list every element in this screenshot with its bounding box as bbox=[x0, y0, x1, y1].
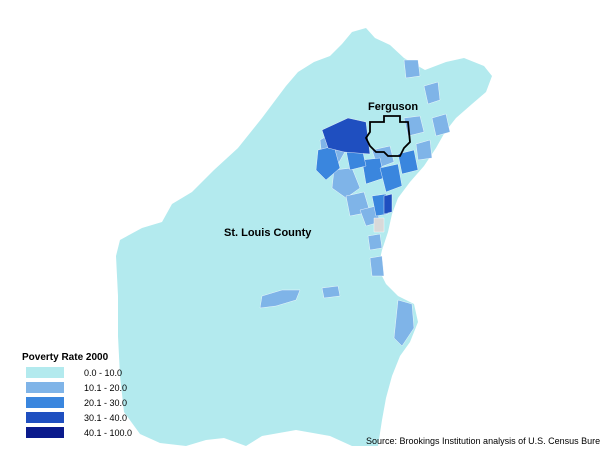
tract bbox=[259, 289, 301, 309]
tract bbox=[397, 149, 419, 175]
legend-title: Poverty Rate 2000 bbox=[22, 352, 109, 363]
legend-swatch bbox=[26, 412, 64, 423]
tract bbox=[321, 285, 341, 299]
legend-label: 0.0 - 10.0 bbox=[84, 368, 122, 378]
source-note: Source: Brookings Institution analysis o… bbox=[366, 436, 600, 446]
legend-label: 20.1 - 30.0 bbox=[84, 398, 127, 408]
tract bbox=[379, 163, 403, 193]
ferguson-label: Ferguson bbox=[368, 101, 418, 113]
legend-items: 0.0 - 10.0 10.1 - 20.0 20.1 - 30.0 30.1 - 4… bbox=[26, 367, 132, 438]
tract bbox=[403, 59, 421, 79]
tract bbox=[415, 139, 433, 161]
legend-label: 40.1 - 100.0 bbox=[84, 428, 132, 438]
legend-swatch bbox=[26, 382, 64, 393]
tract bbox=[393, 299, 415, 347]
ferguson-boundary bbox=[364, 115, 411, 157]
legend-swatch bbox=[26, 367, 64, 378]
legend: Poverty Rate 2000 0.0 - 10.0 10.1 - 20.0 2… bbox=[22, 352, 132, 438]
tract bbox=[373, 217, 385, 233]
tract bbox=[367, 233, 383, 251]
tract bbox=[331, 167, 361, 199]
legend-swatch bbox=[26, 397, 64, 408]
tract bbox=[321, 117, 371, 155]
legend-swatch bbox=[26, 427, 64, 438]
tract bbox=[431, 113, 451, 137]
legend-label: 30.1 - 40.0 bbox=[84, 413, 127, 423]
legend-label: 10.1 - 20.0 bbox=[84, 383, 127, 393]
tract bbox=[423, 81, 441, 105]
county-label: St. Louis County bbox=[224, 227, 312, 239]
tracts-layer bbox=[259, 59, 451, 347]
tract bbox=[383, 193, 393, 215]
tract bbox=[369, 255, 385, 277]
